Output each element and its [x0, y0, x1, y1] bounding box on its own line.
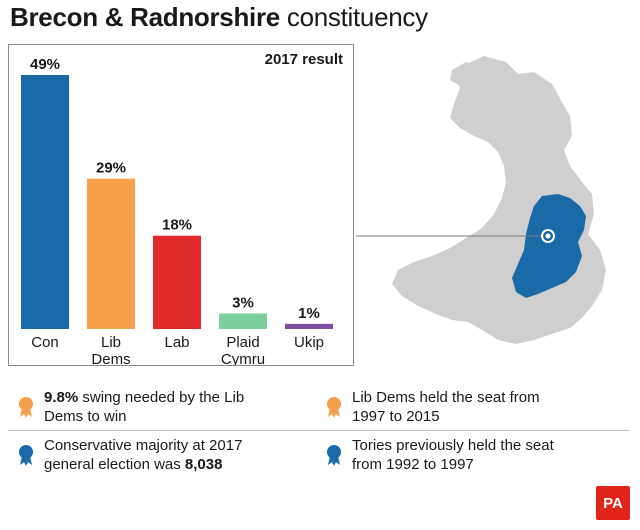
rosette-icon [19, 397, 33, 418]
data-label-0: 49% [30, 56, 60, 73]
chart-title: 2017 result [264, 51, 343, 68]
bar-plaid-cymru [219, 313, 267, 329]
pa-logo: PA [596, 486, 630, 520]
note-libdem-line2: 1997 to 2015 [352, 408, 440, 425]
category-label-4-0: Ukip [294, 334, 324, 351]
wales-map [356, 56, 606, 344]
data-label-1: 29% [96, 160, 126, 177]
category-label-3-1: Cymru [221, 351, 265, 365]
brecon-radnorshire-region [512, 194, 586, 298]
title-bold: Brecon & Radnorshire [10, 2, 280, 32]
data-label-2: 18% [162, 217, 192, 234]
note-swing-line2: Dems to win [44, 408, 127, 425]
rosette-icon [327, 445, 341, 466]
category-label-1-0: Lib [101, 334, 121, 351]
data-label-3: 3% [232, 294, 254, 311]
note-majority-line1: Conservative majority at 2017 [44, 437, 243, 454]
data-label-4: 1% [298, 305, 320, 322]
bar-lab [153, 235, 201, 329]
bar-chart-panel: 2017 result 49% Con 29% Lib Dems 18% Lab 3% Plai… [8, 44, 354, 366]
wales-land [392, 56, 606, 344]
page-title: Brecon & Radnorshire constituency [10, 2, 428, 33]
note-libdem-line1: Lib Dems held the seat from [352, 389, 540, 406]
bar-ukip [285, 323, 333, 329]
note-majority-bold: 8,038 [184, 456, 223, 473]
note-swing-bold: 9.8% [44, 389, 79, 406]
title-rest: constituency [286, 2, 428, 32]
category-label-0-0: Con [31, 334, 59, 351]
category-label-1-1: Dems [91, 351, 130, 365]
anglesey-land [450, 62, 476, 86]
note-tories-line2: from 1992 to 1997 [352, 456, 474, 473]
note-tories-line1: Tories previously held the seat [352, 437, 554, 454]
rosette-icon [19, 445, 33, 466]
notes-section: 9.8% swing needed by the Lib Dems to win… [0, 382, 640, 492]
map-location-marker [541, 229, 555, 243]
bar-con [21, 75, 69, 329]
map-location-dot [545, 233, 551, 239]
category-label-2-0: Lab [164, 334, 189, 351]
rosette-icon [327, 397, 341, 418]
note-majority-line2: general election was [44, 456, 185, 473]
note-swing-line1: swing needed by the Lib [78, 389, 245, 406]
notes-divider [8, 430, 630, 431]
category-label-3-0: Plaid [226, 334, 259, 351]
bar-lib-dems [87, 178, 135, 329]
